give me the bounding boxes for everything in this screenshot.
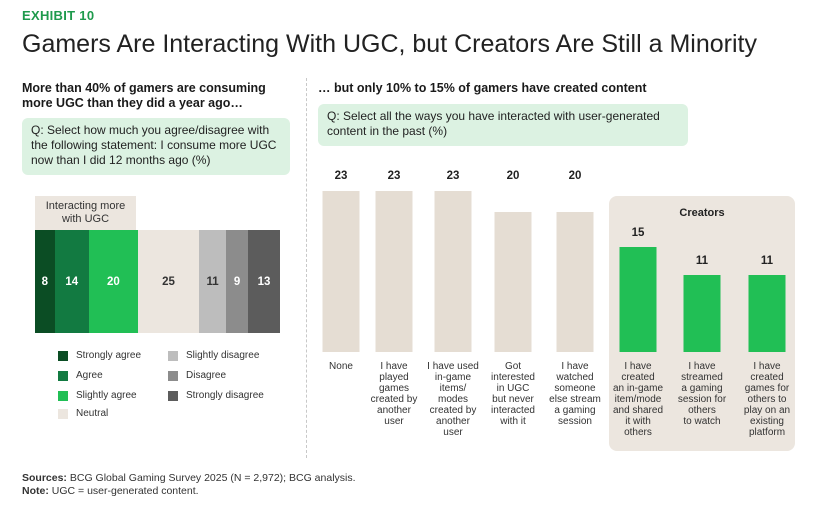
category-label: None [329,361,353,372]
bar-2 [375,191,413,352]
right-question-box: Q: Select all the ways you have interact… [318,104,688,146]
legend-label: Strongly agree [76,350,142,361]
bar-1 [322,191,360,352]
stack-segment-slightly-agree: 20 [88,230,138,333]
category-label: I have streamed a gaming session for others t… [677,361,727,427]
sources-label: Sources: [22,472,67,484]
legend-swatch [58,408,68,419]
bar-7 [683,275,721,352]
bar-value-label: 15 [632,227,645,239]
legend-label: Neutral [76,408,109,419]
legend-swatch [58,350,68,361]
legend-item-slightly-disagree: Slightly disagree [168,350,259,361]
left-panel-heading: More than 40% of gamers are consuming mo… [22,81,266,110]
legend-swatch [168,370,178,381]
chart-title: Gamers Are Interacting With UGC, but Cre… [22,30,757,58]
panel-divider [306,78,307,458]
sources-note: Sources: BCG Global Gaming Survey 2025 (… [22,472,356,498]
legend-item-neutral: Neutral [58,408,108,419]
interacting-more-label: Interacting more with UGC [35,196,136,230]
bar-value-label: 23 [335,170,348,182]
bar-6 [619,247,657,352]
legend-item-strongly-disagree: Strongly disagree [168,390,264,401]
stacked-agreement-bar: 8 14 20 25 11 9 13 [35,230,280,333]
category-label: Got interested in UGC but never interacted wi… [491,361,535,427]
note-label: Note: [22,485,49,497]
bar-5 [556,212,594,352]
legend-swatch [58,390,68,401]
note-text: UGC = user-generated content. [51,485,199,497]
left-question-box: Q: Select how much you agree/disagree wi… [22,118,290,175]
bar-3 [434,191,472,352]
stack-segment-strongly-agree: 8 [35,230,55,333]
bar-value-label: 11 [761,255,774,267]
stack-segment-slightly-disagree: 11 [199,230,227,333]
sources-text: BCG Global Gaming Survey 2025 (N = 2,972… [69,472,356,484]
bar-value-label: 23 [447,170,460,182]
bar-4 [494,212,532,352]
legend-label: Disagree [186,370,227,381]
bar-value-label: 20 [507,170,520,182]
legend-swatch [168,350,178,361]
right-panel-heading: … but only 10% to 15% of gamers have cre… [318,81,647,95]
stack-segment-strongly-disagree: 13 [248,230,280,333]
category-label: I have watched someone else stream a gaming s… [549,361,601,427]
category-label: I have used in-game items/modes created by a… [427,361,479,438]
legend-item-strongly-agree: Strongly agree [58,350,141,361]
stack-segment-agree: 14 [54,230,89,333]
category-label: I have created an in-game item/mode and shar… [612,361,664,438]
creators-label: Creators [679,207,725,219]
legend-item-slightly-agree: Slightly agree [58,390,137,401]
legend-label: Agree [76,370,103,381]
bar-value-label: 20 [569,170,582,182]
bar-value-label: 11 [696,255,709,267]
category-label: I have played games created by another user [370,361,418,427]
stack-segment-neutral: 25 [137,230,200,333]
legend-label: Slightly disagree [186,350,260,361]
bar-value-label: 23 [388,170,401,182]
exhibit-label: EXHIBIT 10 [22,8,95,23]
legend-item-agree: Agree [58,370,103,381]
category-label: I have created games for others to play on a… [743,361,791,438]
legend-swatch [168,390,178,401]
bar-8 [748,275,786,352]
legend-label: Strongly disagree [186,390,264,401]
legend-label: Slightly agree [76,390,137,401]
legend-item-disagree: Disagree [168,370,226,381]
stack-segment-disagree: 9 [226,230,249,333]
legend-swatch [58,370,68,381]
